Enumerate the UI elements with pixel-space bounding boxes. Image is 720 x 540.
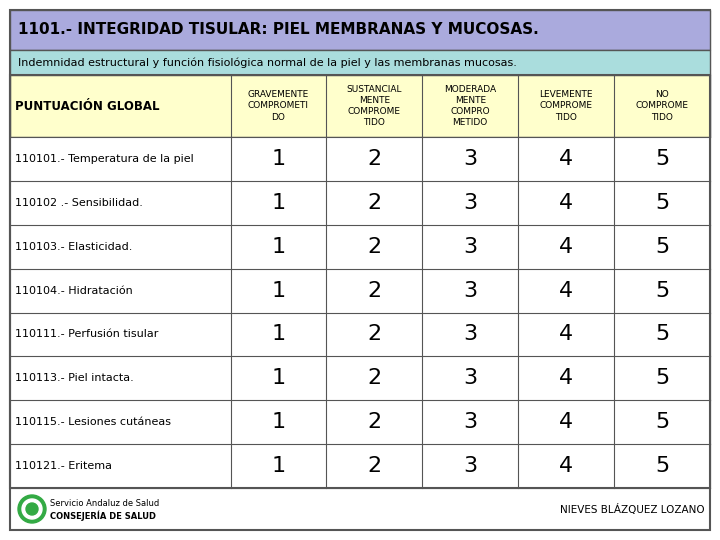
Text: 2: 2 — [367, 193, 382, 213]
Bar — [10, 400, 710, 444]
Bar — [10, 268, 710, 313]
Text: 110102 .- Sensibilidad.: 110102 .- Sensibilidad. — [15, 198, 143, 208]
Bar — [10, 75, 710, 137]
Text: 1: 1 — [271, 456, 286, 476]
Bar — [10, 181, 710, 225]
Text: 3: 3 — [463, 281, 477, 301]
Text: 4: 4 — [559, 412, 573, 432]
Text: 2: 2 — [367, 325, 382, 345]
Text: 1101.- INTEGRIDAD TISULAR: PIEL MEMBRANAS Y MUCOSAS.: 1101.- INTEGRIDAD TISULAR: PIEL MEMBRANA… — [18, 23, 539, 37]
Text: 1: 1 — [271, 193, 286, 213]
Text: 5: 5 — [655, 456, 669, 476]
Text: NO
COMPROME
TIDO: NO COMPROME TIDO — [636, 90, 688, 122]
Text: 3: 3 — [463, 368, 477, 388]
Text: 3: 3 — [463, 325, 477, 345]
Text: GRAVEMENTE
COMPROMETI
DO: GRAVEMENTE COMPROMETI DO — [248, 90, 309, 122]
Text: 1: 1 — [271, 237, 286, 256]
Text: 1: 1 — [271, 281, 286, 301]
Bar — [10, 356, 710, 400]
Text: 3: 3 — [463, 149, 477, 169]
Text: 2: 2 — [367, 149, 382, 169]
Text: LEVEMENTE
COMPROME
TIDO: LEVEMENTE COMPROME TIDO — [539, 90, 593, 122]
Text: 4: 4 — [559, 456, 573, 476]
Text: 110121.- Eritema: 110121.- Eritema — [15, 461, 112, 471]
Text: 2: 2 — [367, 456, 382, 476]
Text: 2: 2 — [367, 368, 382, 388]
Text: 5: 5 — [655, 149, 669, 169]
Text: 5: 5 — [655, 237, 669, 256]
Text: SUSTANCIAL
MENTE
COMPROME
TIDO: SUSTANCIAL MENTE COMPROME TIDO — [346, 85, 402, 127]
Text: PUNTUACIÓN GLOBAL: PUNTUACIÓN GLOBAL — [15, 99, 160, 112]
Bar — [10, 75, 710, 488]
Text: Servicio Andaluz de Salud: Servicio Andaluz de Salud — [50, 500, 159, 509]
Text: 2: 2 — [367, 412, 382, 432]
Text: Indemnidad estructural y función fisiológica normal de la piel y las membranas m: Indemnidad estructural y función fisioló… — [18, 57, 517, 68]
Bar — [10, 313, 710, 356]
Text: CONSEJERÍA DE SALUD: CONSEJERÍA DE SALUD — [50, 511, 156, 521]
Text: 110115.- Lesiones cutáneas: 110115.- Lesiones cutáneas — [15, 417, 171, 427]
Text: 1: 1 — [271, 368, 286, 388]
Text: 5: 5 — [655, 368, 669, 388]
Text: 2: 2 — [367, 281, 382, 301]
Text: 4: 4 — [559, 193, 573, 213]
Text: 4: 4 — [559, 149, 573, 169]
Circle shape — [18, 495, 46, 523]
Text: 5: 5 — [655, 325, 669, 345]
Text: 110103.- Elasticidad.: 110103.- Elasticidad. — [15, 242, 132, 252]
Text: 4: 4 — [559, 368, 573, 388]
Text: 1: 1 — [271, 325, 286, 345]
Text: 3: 3 — [463, 456, 477, 476]
Circle shape — [22, 499, 42, 519]
Text: 1: 1 — [271, 412, 286, 432]
Text: 4: 4 — [559, 281, 573, 301]
Bar — [10, 50, 710, 75]
Text: 3: 3 — [463, 237, 477, 256]
Text: 110101.- Temperatura de la piel: 110101.- Temperatura de la piel — [15, 154, 194, 164]
Text: 4: 4 — [559, 237, 573, 256]
Bar — [10, 225, 710, 268]
Text: 5: 5 — [655, 281, 669, 301]
Text: 3: 3 — [463, 193, 477, 213]
Text: 5: 5 — [655, 193, 669, 213]
Text: 110111.- Perfusión tisular: 110111.- Perfusión tisular — [15, 329, 158, 340]
Text: 3: 3 — [463, 412, 477, 432]
Bar — [10, 10, 710, 50]
Bar — [10, 444, 710, 488]
Text: 2: 2 — [367, 237, 382, 256]
Text: 5: 5 — [655, 412, 669, 432]
Text: 1: 1 — [271, 149, 286, 169]
Circle shape — [26, 503, 38, 515]
Text: 110104.- Hidratación: 110104.- Hidratación — [15, 286, 132, 295]
Text: 110113.- Piel intacta.: 110113.- Piel intacta. — [15, 373, 134, 383]
Text: MODERADA
MENTE
COMPRO
METIDO: MODERADA MENTE COMPRO METIDO — [444, 85, 496, 127]
Bar — [10, 137, 710, 181]
Text: NIEVES BLÁZQUEZ LOZANO: NIEVES BLÁZQUEZ LOZANO — [560, 503, 705, 515]
Text: 4: 4 — [559, 325, 573, 345]
